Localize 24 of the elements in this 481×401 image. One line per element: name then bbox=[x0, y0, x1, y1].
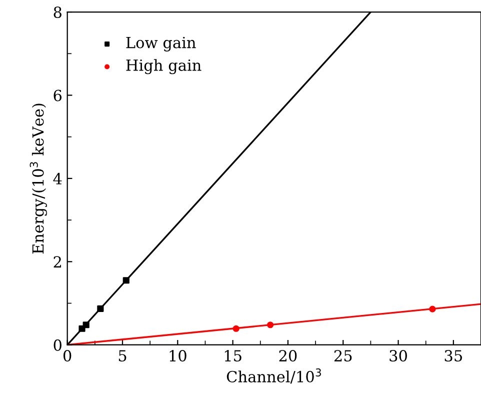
point bbox=[232, 325, 240, 332]
x-tick-label: 5 bbox=[118, 350, 126, 362]
x-tick-label: 10 bbox=[170, 350, 186, 362]
point bbox=[267, 322, 274, 328]
y-tick-label: 8 bbox=[54, 6, 62, 18]
point bbox=[78, 325, 86, 332]
y-axis-title: Energy/(10$^{3}$ keVee) bbox=[30, 104, 47, 254]
x-tick-label: 0 bbox=[63, 350, 72, 362]
y-tick-label: 4 bbox=[53, 172, 62, 184]
point bbox=[122, 277, 130, 284]
point bbox=[429, 306, 436, 312]
x-tick-label: 20 bbox=[279, 350, 297, 362]
x-tick-label: 35 bbox=[444, 350, 462, 362]
legend-label: Low gain bbox=[126, 36, 196, 52]
y-tick-label: 2 bbox=[54, 256, 61, 268]
y-tick-label: 6 bbox=[54, 90, 62, 102]
x-axis-title: Channel/10$^{3}$ bbox=[226, 368, 321, 384]
x-tick-label: 15 bbox=[224, 350, 242, 362]
legend-label: High gain bbox=[126, 59, 202, 74]
x-tick-label: 30 bbox=[390, 350, 407, 362]
y-tick-label: 0 bbox=[54, 339, 62, 351]
point bbox=[97, 305, 104, 312]
x-tick-label: 25 bbox=[334, 350, 352, 362]
point bbox=[82, 322, 90, 328]
